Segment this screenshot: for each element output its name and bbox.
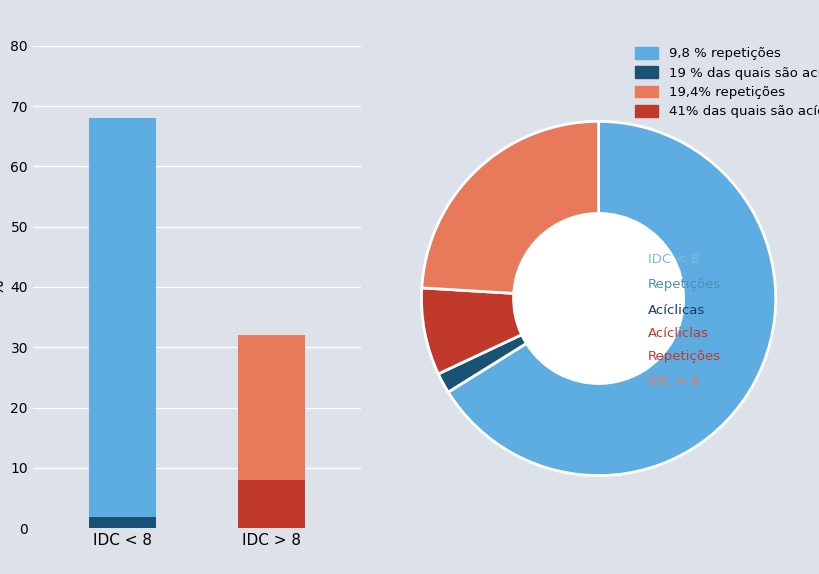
Bar xyxy=(88,118,156,517)
Y-axis label: %: % xyxy=(0,279,7,295)
Bar xyxy=(238,335,305,480)
Wedge shape xyxy=(438,335,526,392)
Text: IDC > 8: IDC > 8 xyxy=(647,375,699,388)
Text: Repetições: Repetições xyxy=(647,278,721,291)
Bar xyxy=(88,517,156,528)
Wedge shape xyxy=(448,121,775,476)
Text: Acícliclas: Acícliclas xyxy=(647,327,708,340)
Wedge shape xyxy=(421,288,521,374)
Text: Acíclicas: Acíclicas xyxy=(647,304,704,317)
Text: Repetições: Repetições xyxy=(647,351,721,363)
Legend: 9,8 % repetições, 19 % das quais são acíclicas, 19,4% repetições, 41% das quais : 9,8 % repetições, 19 % das quais são ací… xyxy=(630,43,819,122)
Text: IDC < 8: IDC < 8 xyxy=(647,253,699,266)
Bar xyxy=(238,480,305,528)
Circle shape xyxy=(513,214,683,383)
Wedge shape xyxy=(421,121,598,293)
